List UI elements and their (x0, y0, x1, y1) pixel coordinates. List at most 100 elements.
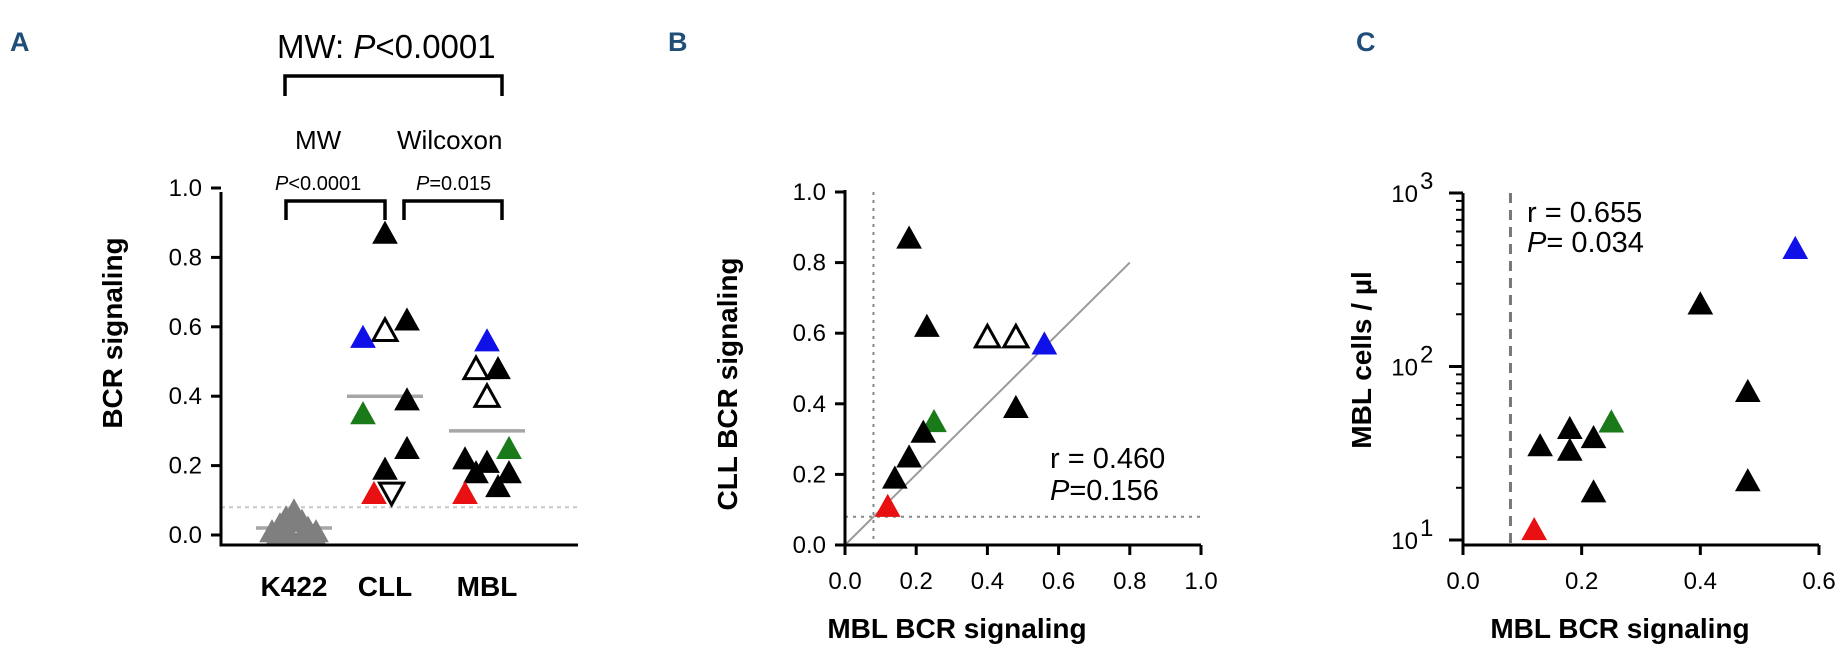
points-a (259, 220, 522, 546)
identity-line-b (844, 261, 1131, 546)
y-tick-label-a: 0.4 (169, 383, 202, 410)
ticks-b: 0.0 0.2 0.4 0.6 0.8 1.0 0.0 0.2 0.4 0.6 0.8 1.0 (793, 179, 1218, 595)
x-tick-label-b: 1.0 (1184, 568, 1217, 595)
correlation-r-b: r = 0.460 (1050, 443, 1165, 475)
data-point-cll (372, 456, 398, 480)
x-tick-label-c: 0.0 (1446, 568, 1479, 595)
mw-label: MW (295, 125, 342, 155)
category-label-k422: K422 (261, 571, 328, 602)
x-tick-label-b: 0.6 (1042, 568, 1075, 595)
data-point-mbl (463, 460, 489, 484)
data-point-cll (350, 324, 376, 348)
data-point-c (1598, 409, 1625, 433)
y-tick-label-a: 0.0 (169, 522, 202, 549)
data-point-mbl (485, 356, 511, 380)
y-tick-exponent-c: 2 (1420, 342, 1433, 369)
data-point-mbl (461, 353, 491, 381)
data-point-c (1527, 433, 1553, 457)
panel-letter-a: A (10, 27, 30, 57)
data-point-cll (394, 435, 420, 459)
data-point-c (1734, 378, 1761, 402)
data-point-b (874, 493, 901, 517)
bracket-cll-mbl (402, 199, 504, 220)
x-tick-label-c: 0.4 (1684, 568, 1717, 595)
category-label-mbl: MBL (457, 571, 518, 602)
bracket-k422-cll (284, 199, 387, 220)
panel-letter-b: B (668, 27, 688, 57)
x-tick-label-c: 0.6 (1802, 568, 1835, 595)
y-tick-label-b: 0.6 (793, 320, 826, 347)
x-tick-label-b: 0.8 (1113, 568, 1146, 595)
data-point-cll (372, 220, 398, 244)
data-point-mbl (472, 381, 502, 408)
data-point-b (972, 322, 1002, 349)
data-point-mbl (496, 460, 522, 484)
y-tick-label-a: 0.6 (169, 314, 202, 341)
y-tick-label-a: 0.8 (169, 244, 202, 271)
panel-c: C MBL cells / µl MBL BCR signaling 10 110… (1346, 27, 1836, 644)
data-point-b (881, 465, 908, 489)
y-tick-label-a: 0.2 (169, 453, 202, 480)
category-labels-a: K422 CLL MBL (261, 571, 518, 602)
y-tick-label-b: 0.0 (793, 532, 826, 559)
data-point-c (1580, 425, 1607, 449)
p-value-cll-mbl: P=0.015 (416, 173, 491, 195)
data-point-cll (361, 480, 387, 505)
y-ticks-a: 0.0 0.2 0.4 0.6 0.8 1.0 (169, 175, 221, 549)
data-point-cll (370, 315, 400, 342)
y-tick-label-b: 0.8 (793, 250, 826, 277)
data-point-cll (377, 481, 407, 508)
data-point-cll (394, 307, 420, 331)
data-point-b (910, 419, 937, 443)
y-tick-label-a: 1.0 (169, 175, 202, 202)
y-tick-exponent-c: 3 (1420, 168, 1433, 195)
data-point-b (896, 225, 922, 249)
data-point-mbl (485, 473, 511, 498)
data-point-c (1580, 479, 1607, 503)
y-axis-title-b: CLL BCR signaling (712, 257, 743, 510)
x-tick-label-c: 0.2 (1565, 568, 1598, 595)
p-value-c: P= 0.034 (1527, 227, 1644, 259)
wilcoxon-label: Wilcoxon (397, 125, 502, 155)
data-point-mbl (474, 328, 500, 352)
x-axis-title-b: MBL BCR signaling (827, 613, 1086, 644)
data-point-b (1031, 331, 1058, 355)
data-point-b (914, 313, 940, 337)
panel-b: B CLL BCR signaling MBL BCR signaling 0.… (668, 27, 1218, 644)
data-point-b (896, 444, 922, 468)
points-c (1521, 235, 1809, 541)
data-point-c (1687, 291, 1714, 315)
data-point-c (1782, 235, 1809, 260)
x-axis-title-c: MBL BCR signaling (1490, 613, 1749, 644)
data-point-b (921, 409, 947, 433)
points-b (874, 225, 1058, 517)
p-value-b: P=0.156 (1050, 475, 1159, 507)
panel-letter-c: C (1356, 27, 1376, 57)
y-tick-label-c: 10 (1391, 355, 1418, 382)
x-tick-label-b: 0.4 (971, 568, 1004, 595)
data-point-c (1556, 437, 1583, 461)
data-point-b (1003, 394, 1029, 419)
data-point-mbl (452, 480, 478, 505)
x-tick-label-b: 0.0 (828, 568, 861, 595)
data-point-cll (394, 387, 420, 411)
y-tick-exponent-c: 1 (1420, 515, 1433, 542)
y-tick-label-b: 1.0 (793, 179, 826, 206)
data-point-mbl (496, 435, 522, 459)
y-tick-label-c: 10 (1391, 181, 1418, 208)
correlation-r-c: r = 0.655 (1527, 197, 1642, 229)
y-tick-label-c: 10 (1391, 528, 1418, 555)
y-tick-label-b: 0.2 (793, 461, 826, 488)
top-bracket (283, 74, 504, 96)
top-comparison-label: MW: P<0.0001 (277, 28, 496, 65)
data-point-mbl (474, 449, 500, 473)
data-point-c (1521, 517, 1548, 541)
data-point-mbl (452, 446, 478, 470)
x-tick-label-b: 0.2 (900, 568, 933, 595)
p-value-k422-cll: P<0.0001 (275, 173, 361, 195)
y-axis-title-a: BCR signaling (97, 237, 128, 428)
category-label-cll: CLL (358, 571, 412, 602)
panel-a: A MW: P<0.0001 MW Wilcoxon P<0.0001 P=0.… (10, 27, 578, 602)
